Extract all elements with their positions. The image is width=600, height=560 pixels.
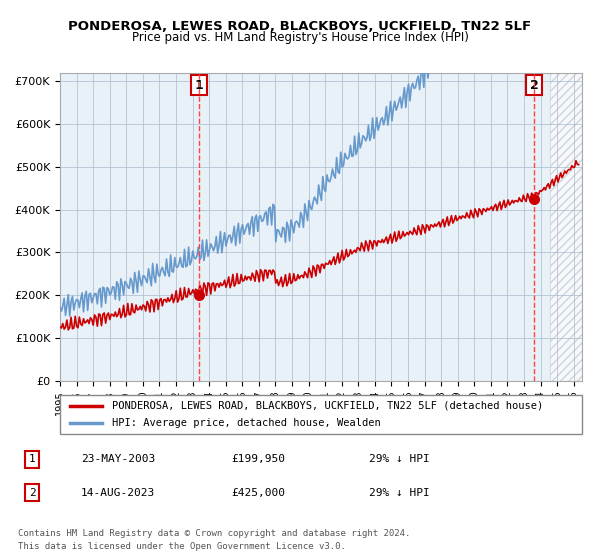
Text: 1: 1 — [29, 454, 35, 464]
Text: 14-AUG-2023: 14-AUG-2023 — [81, 488, 155, 498]
Text: Price paid vs. HM Land Registry's House Price Index (HPI): Price paid vs. HM Land Registry's House … — [131, 31, 469, 44]
Text: 29% ↓ HPI: 29% ↓ HPI — [369, 488, 430, 498]
Text: 2: 2 — [29, 488, 35, 498]
Text: Contains HM Land Registry data © Crown copyright and database right 2024.: Contains HM Land Registry data © Crown c… — [18, 529, 410, 538]
Text: 1: 1 — [194, 78, 203, 92]
Text: This data is licensed under the Open Government Licence v3.0.: This data is licensed under the Open Gov… — [18, 542, 346, 551]
Text: 23-MAY-2003: 23-MAY-2003 — [81, 454, 155, 464]
Bar — [550, 73, 582, 381]
Text: PONDEROSA, LEWES ROAD, BLACKBOYS, UCKFIELD, TN22 5LF: PONDEROSA, LEWES ROAD, BLACKBOYS, UCKFIE… — [68, 20, 532, 32]
FancyBboxPatch shape — [60, 395, 582, 434]
Text: £199,950: £199,950 — [231, 454, 285, 464]
Bar — [550, 73, 582, 381]
Text: £425,000: £425,000 — [231, 488, 285, 498]
Text: PONDEROSA, LEWES ROAD, BLACKBOYS, UCKFIELD, TN22 5LF (detached house): PONDEROSA, LEWES ROAD, BLACKBOYS, UCKFIE… — [112, 401, 544, 411]
Text: HPI: Average price, detached house, Wealden: HPI: Average price, detached house, Weal… — [112, 418, 381, 428]
Text: 29% ↓ HPI: 29% ↓ HPI — [369, 454, 430, 464]
Text: 2: 2 — [530, 78, 539, 92]
